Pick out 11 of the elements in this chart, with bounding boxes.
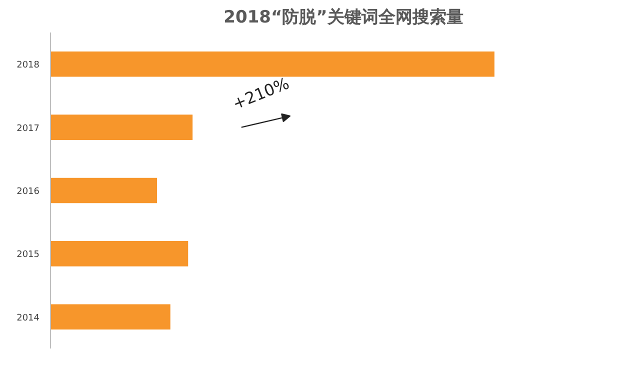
bar: [50, 51, 494, 77]
chart-title: 2018“防脱”关键词全网搜索量: [224, 8, 464, 28]
y-tick-label: 2017: [16, 124, 40, 134]
y-tick-label: 2015: [16, 250, 40, 260]
bar: [50, 304, 170, 330]
y-tick-label: 2014: [16, 313, 40, 324]
bar: [50, 241, 188, 266]
bar: [50, 114, 193, 140]
y-tick-label: 2016: [16, 187, 40, 197]
y-tick-label: 2018: [16, 60, 40, 71]
bar: [50, 178, 158, 204]
